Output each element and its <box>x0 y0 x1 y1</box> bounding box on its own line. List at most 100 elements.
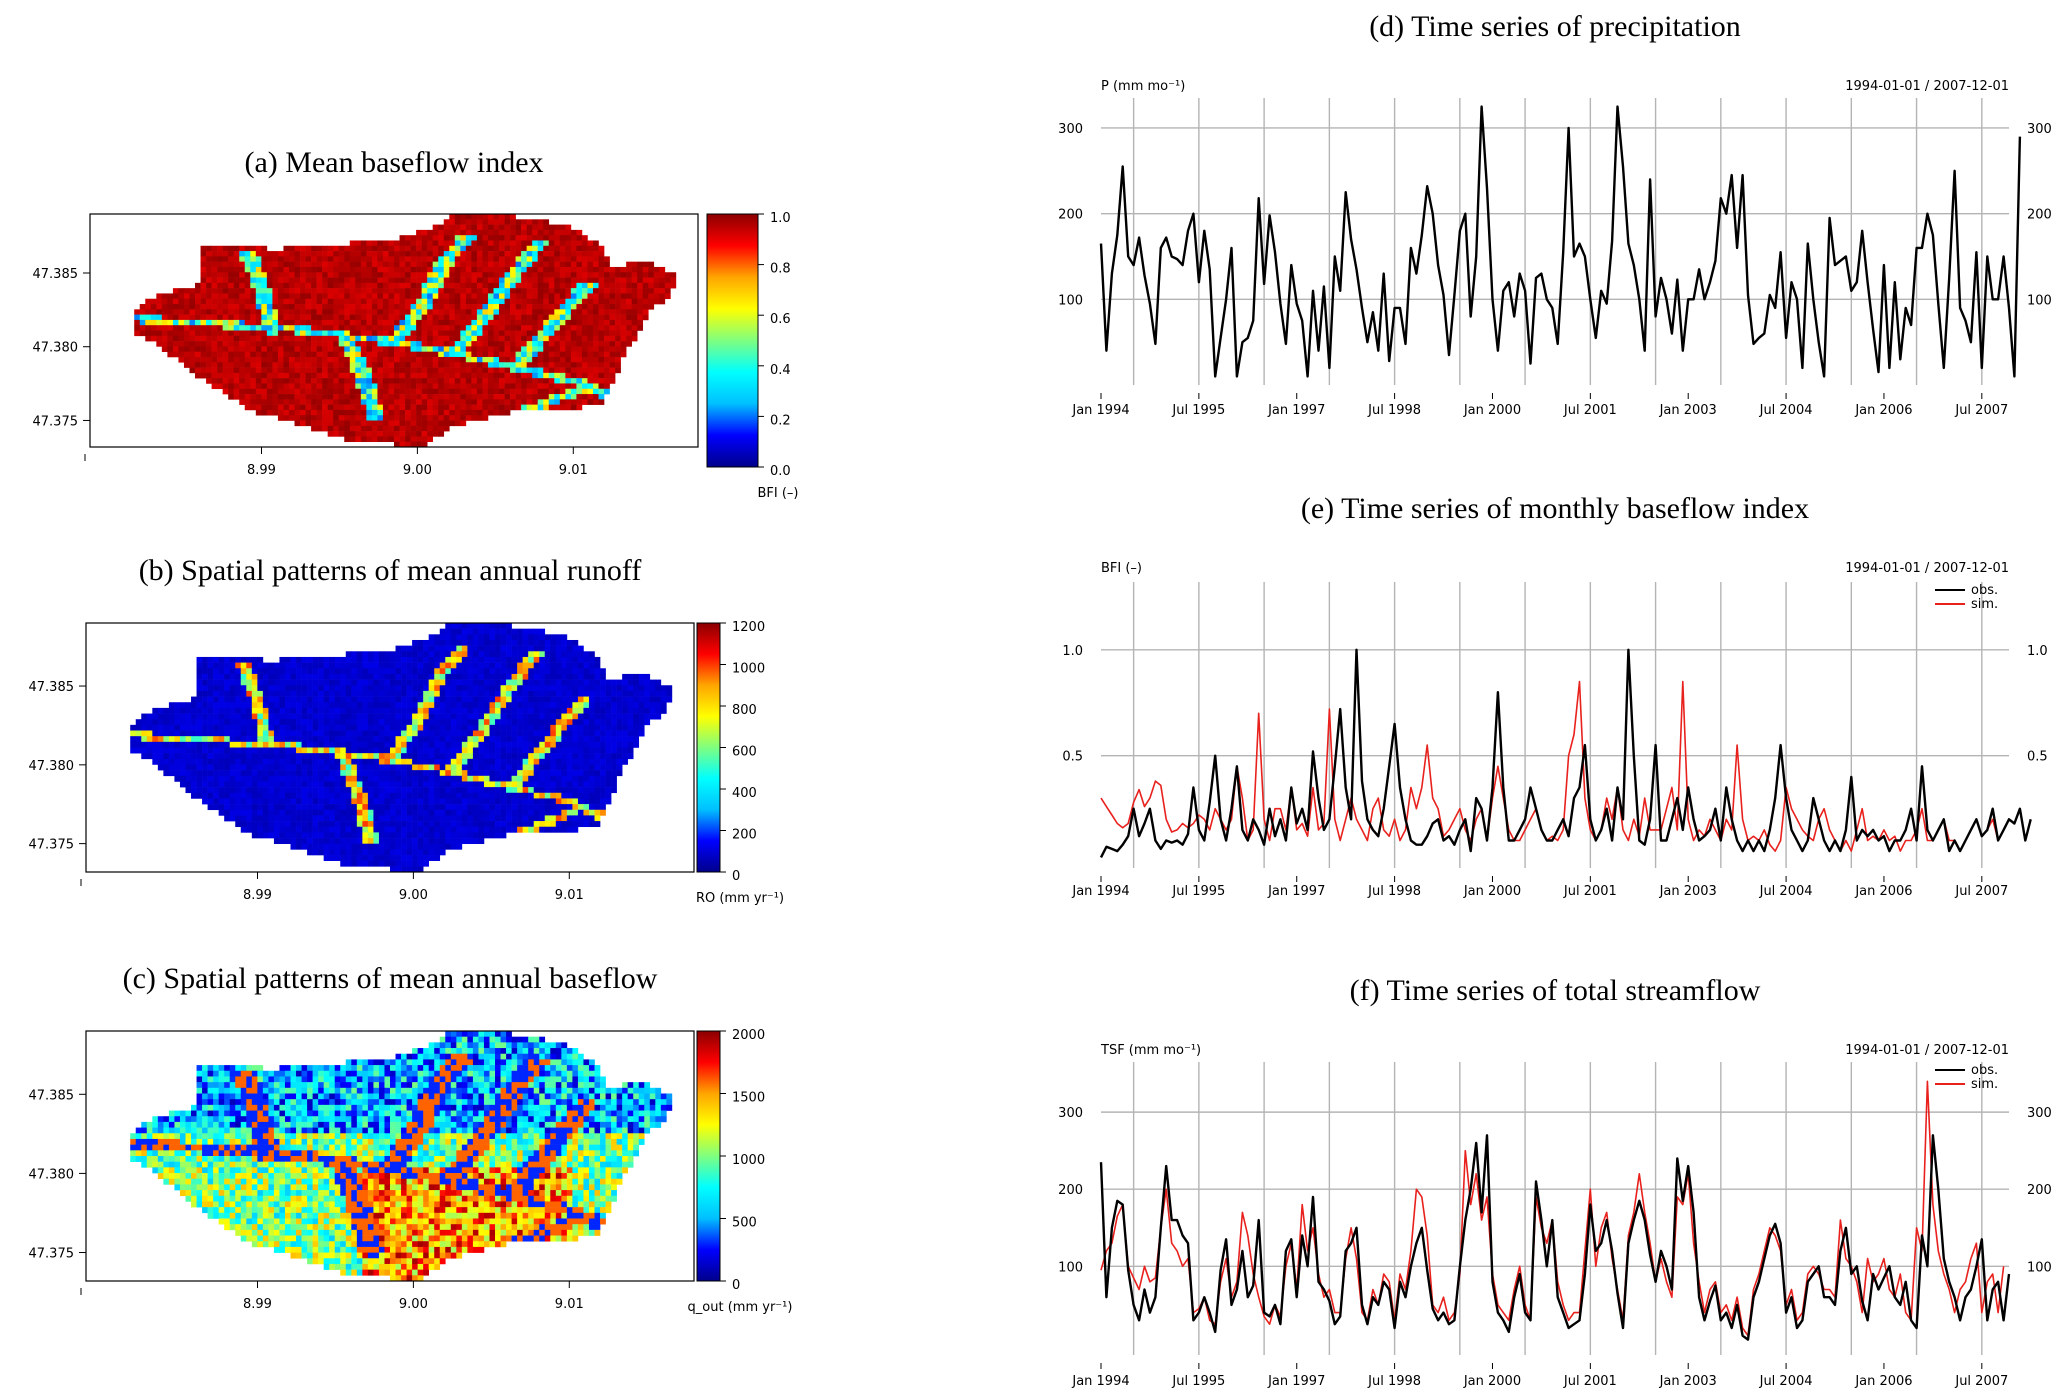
raster-cell <box>611 742 617 748</box>
raster-cell <box>455 315 461 321</box>
raster-cell <box>477 320 483 326</box>
raster-cell <box>274 708 280 714</box>
raster-cell <box>411 341 417 347</box>
raster-cell <box>499 240 505 246</box>
raster-cell <box>224 781 230 787</box>
raster-cell <box>499 325 505 331</box>
raster-cell <box>478 697 484 703</box>
raster-cell <box>195 315 201 321</box>
raster-cell <box>556 725 562 731</box>
raster-cell <box>372 362 378 368</box>
raster-cell <box>302 691 308 697</box>
raster-cell <box>324 702 330 708</box>
raster-cell <box>560 331 566 337</box>
raster-cell <box>283 399 289 405</box>
raster-cell <box>626 293 632 299</box>
raster-cell <box>368 719 374 725</box>
raster-cell <box>372 436 378 442</box>
raster-cell <box>543 352 549 358</box>
raster-cell <box>427 341 433 347</box>
raster-cell <box>455 383 461 389</box>
raster-cell <box>505 331 511 337</box>
raster-cell <box>418 640 424 646</box>
raster-cell <box>589 736 595 742</box>
raster-cell <box>589 674 595 680</box>
raster-cell <box>340 708 346 714</box>
raster-cell <box>206 267 212 273</box>
raster-cell <box>396 736 402 742</box>
raster-cell <box>197 748 203 754</box>
raster-cell <box>202 764 208 770</box>
raster-cell <box>582 240 588 246</box>
raster-cell <box>545 680 551 686</box>
raster-cell <box>666 685 672 691</box>
raster-cell <box>549 341 555 347</box>
raster-cell <box>383 394 389 400</box>
raster-cell <box>361 309 367 315</box>
raster-cell <box>427 230 433 236</box>
raster-cell <box>538 341 544 347</box>
raster-cell <box>335 691 341 697</box>
raster-cell <box>644 680 650 686</box>
raster-cell <box>493 262 499 268</box>
raster-cell <box>589 764 595 770</box>
raster-cell <box>561 646 567 652</box>
raster-cell <box>549 288 555 294</box>
raster-cell <box>300 336 306 342</box>
raster-cell <box>451 668 457 674</box>
raster-cell <box>567 674 573 680</box>
raster-cell <box>329 759 335 765</box>
raster-cell <box>578 759 584 765</box>
raster-cell <box>484 668 490 674</box>
raster-cell <box>197 674 203 680</box>
raster-cell <box>561 742 567 748</box>
raster-cell <box>195 346 201 352</box>
raster-cell <box>355 288 361 294</box>
raster-cell <box>300 288 306 294</box>
raster-cell <box>184 325 190 331</box>
raster-cell <box>324 714 330 720</box>
raster-cell <box>534 736 540 742</box>
raster-cell <box>427 421 433 427</box>
raster-cell <box>523 646 529 652</box>
raster-cell <box>434 674 440 680</box>
raster-cell <box>317 410 323 416</box>
raster-cell <box>639 719 645 725</box>
raster-cell <box>355 341 361 347</box>
raster-cell <box>357 770 363 776</box>
raster-cell <box>456 742 462 748</box>
raster-cell <box>639 691 645 697</box>
raster-cell <box>295 362 301 368</box>
raster-cell <box>528 731 534 737</box>
raster-cell <box>213 714 219 720</box>
raster-cell <box>506 640 512 646</box>
raster-cell <box>595 685 601 691</box>
raster-cell <box>427 373 433 379</box>
raster-cell <box>429 742 435 748</box>
raster-cell <box>272 288 278 294</box>
raster-cell <box>344 357 350 363</box>
raster-cell <box>355 304 361 310</box>
raster-cell <box>279 714 285 720</box>
raster-cell <box>510 235 516 241</box>
raster-cell <box>455 251 461 257</box>
raster-cell <box>174 776 180 782</box>
raster-cell <box>306 389 312 395</box>
raster-cell <box>208 770 214 776</box>
raster-cell <box>340 674 346 680</box>
raster-cell <box>295 320 301 326</box>
raster-cell <box>560 341 566 347</box>
raster-cell <box>212 272 218 278</box>
raster-cell <box>346 776 352 782</box>
raster-cell <box>283 267 289 273</box>
raster-cell <box>407 685 413 691</box>
raster-cell <box>401 680 407 686</box>
raster-cell <box>384 657 390 663</box>
raster-cell <box>296 674 302 680</box>
raster-cell <box>466 235 472 241</box>
raster-cell <box>201 267 207 273</box>
raster-cell <box>223 378 229 384</box>
raster-cell <box>261 325 267 331</box>
raster-cell <box>246 668 252 674</box>
raster-cell <box>422 378 428 384</box>
